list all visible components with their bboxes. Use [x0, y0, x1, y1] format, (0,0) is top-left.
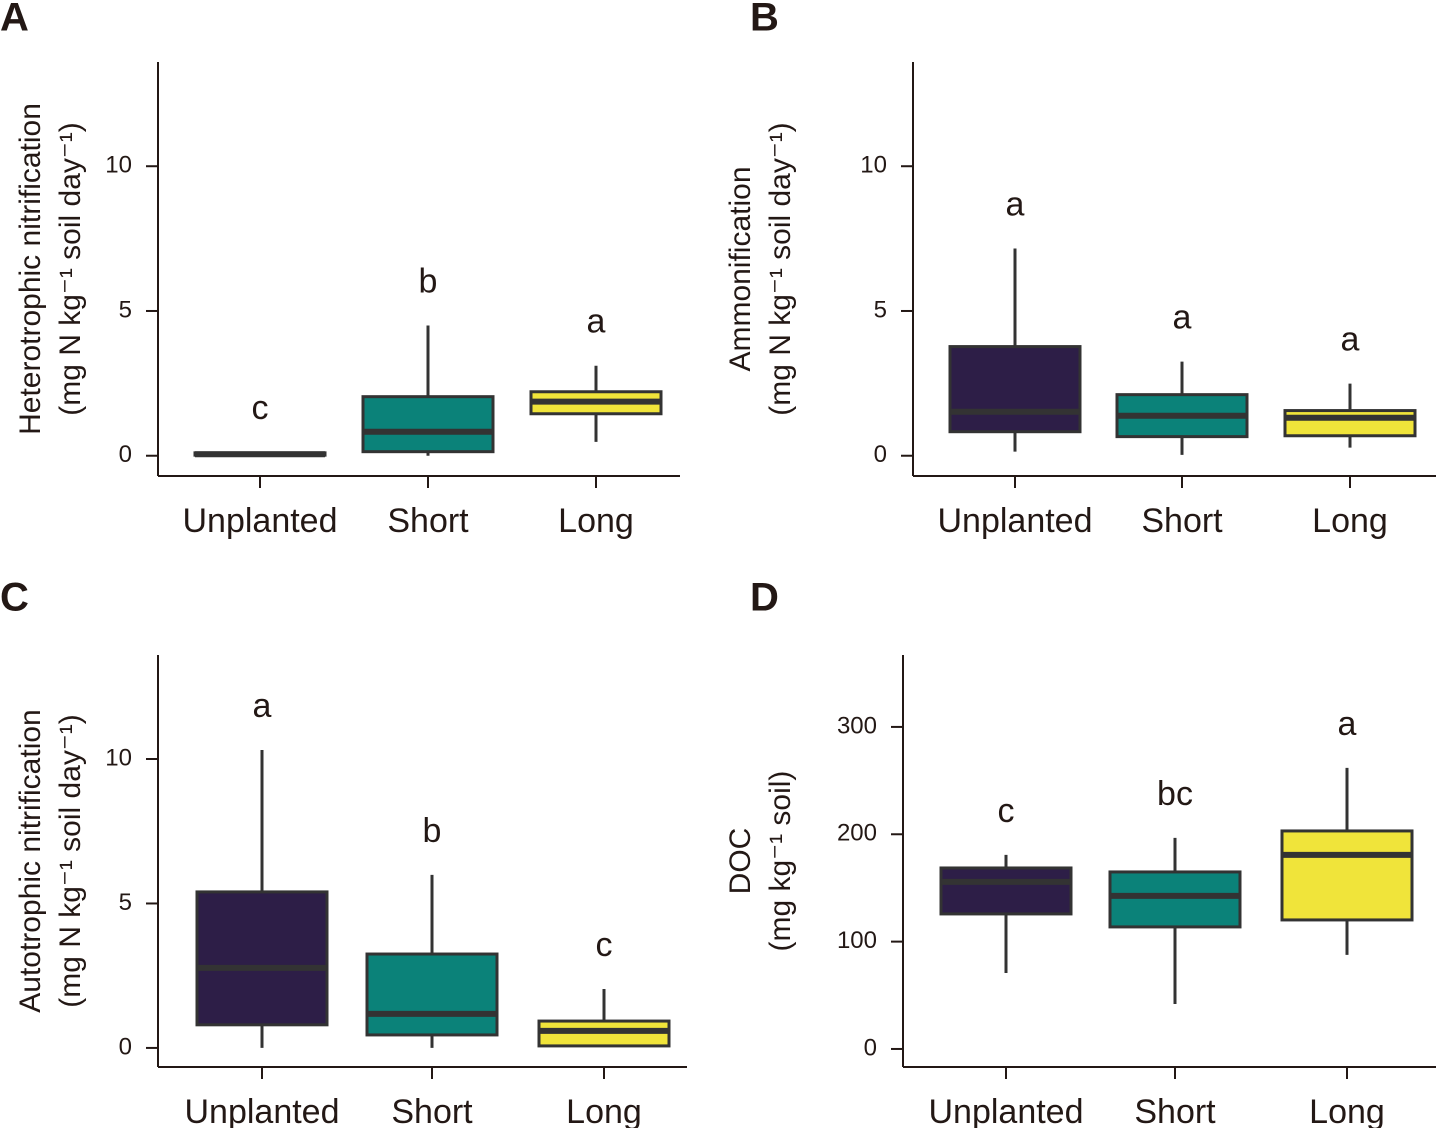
- y-tick-label: 10: [105, 744, 132, 771]
- box: [1108, 870, 1242, 929]
- y-tick-label: 0: [119, 441, 132, 468]
- y-tick-label: 0: [119, 1033, 132, 1060]
- y-axis-label: (mg N kg⁻¹ soil day⁻¹): [764, 122, 797, 415]
- y-tick-label: 5: [119, 296, 132, 323]
- box: [365, 952, 499, 1037]
- y-tick-label: 10: [105, 152, 132, 179]
- x-tick-label: Short: [1134, 1093, 1216, 1128]
- y-tick-label: 200: [837, 820, 877, 847]
- x-tick-label: Unplanted: [184, 1093, 339, 1128]
- panel-label: B: [750, 0, 779, 40]
- x-tick-label: Long: [558, 502, 634, 540]
- y-tick-label: 10: [860, 152, 887, 179]
- significance-letter: a: [1338, 705, 1357, 743]
- x-tick-label: Unplanted: [937, 502, 1092, 540]
- y-axis-label: DOC: [724, 828, 757, 895]
- x-tick-label: Long: [1312, 502, 1388, 540]
- box: [939, 866, 1073, 916]
- y-axis-label: Autotrophic nitrification: [14, 709, 47, 1013]
- x-tick-label: Unplanted: [182, 502, 337, 540]
- box: [1280, 829, 1414, 922]
- y-tick-label: 100: [837, 927, 877, 954]
- x-tick-label: Long: [566, 1093, 642, 1128]
- x-tick-label: Long: [1309, 1093, 1385, 1128]
- y-tick-label: 0: [874, 441, 887, 468]
- significance-letter: a: [1173, 299, 1192, 337]
- significance-letter: bc: [1157, 775, 1193, 813]
- significance-letter: c: [998, 792, 1015, 830]
- y-axis-label: (mg kg⁻¹ soil): [764, 771, 797, 952]
- significance-letter: c: [596, 926, 613, 964]
- significance-letter: c: [252, 389, 269, 427]
- significance-letter: a: [1006, 185, 1025, 223]
- y-tick-label: 5: [874, 296, 887, 323]
- panel-label: C: [0, 576, 29, 620]
- significance-letter: a: [587, 303, 606, 341]
- panel-label: D: [750, 576, 779, 620]
- significance-letter: b: [423, 812, 442, 850]
- y-axis-label: (mg N kg⁻¹ soil day⁻¹): [54, 714, 87, 1007]
- significance-letter: a: [1341, 321, 1360, 359]
- y-axis-label: Heterotrophic nitrification: [14, 103, 47, 435]
- box: [1283, 409, 1417, 438]
- y-axis-label: Ammonification: [724, 166, 757, 371]
- box: [361, 395, 495, 454]
- box: [195, 890, 329, 1027]
- significance-letter: a: [253, 687, 272, 725]
- panel-label: A: [0, 0, 29, 40]
- significance-letter: b: [419, 262, 438, 300]
- x-tick-label: Short: [387, 502, 469, 540]
- x-tick-label: Short: [1141, 502, 1223, 540]
- x-tick-label: Unplanted: [928, 1093, 1083, 1128]
- y-tick-label: 300: [837, 712, 877, 739]
- y-tick-label: 0: [864, 1034, 877, 1061]
- box: [948, 345, 1082, 434]
- y-axis-label: (mg N kg⁻¹ soil day⁻¹): [54, 122, 87, 415]
- y-tick-label: 5: [119, 889, 132, 916]
- x-tick-label: Short: [391, 1093, 473, 1128]
